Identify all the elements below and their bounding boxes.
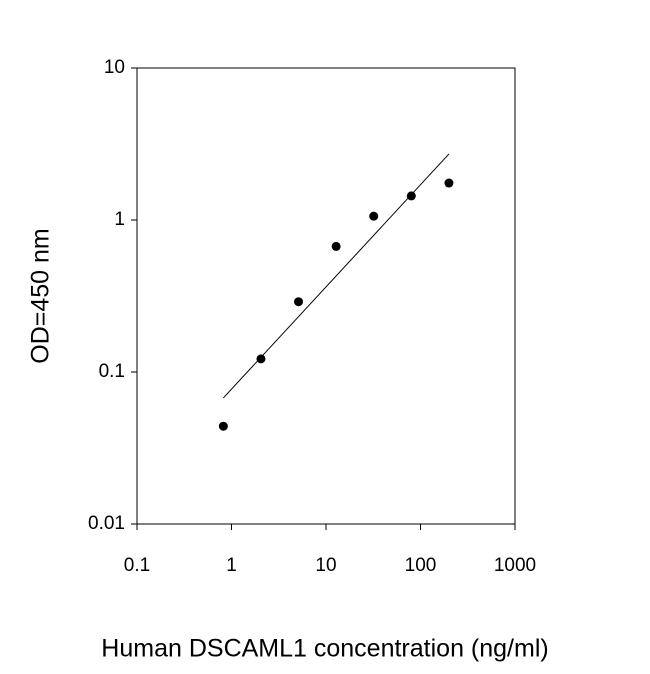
x-tick-label: 1 bbox=[226, 555, 237, 576]
y-axis-label: OD=450 nm bbox=[27, 228, 55, 364]
plot-frame bbox=[136, 67, 516, 525]
data-point bbox=[331, 241, 341, 251]
y-tick-label: 0.01 bbox=[88, 513, 125, 534]
y-tick-label: 10 bbox=[104, 57, 125, 78]
data-point bbox=[218, 421, 228, 431]
y-tick-label: 1 bbox=[114, 209, 125, 230]
x-tick-label: 100 bbox=[405, 555, 437, 576]
x-tick-label: 10 bbox=[315, 555, 336, 576]
data-point bbox=[406, 191, 416, 201]
x-tick-label: 1000 bbox=[494, 555, 536, 576]
data-point bbox=[294, 297, 304, 307]
x-tick-label: 0.1 bbox=[124, 555, 150, 576]
data-point bbox=[256, 354, 266, 364]
fit-line bbox=[222, 153, 450, 399]
data-point bbox=[444, 178, 454, 188]
y-tick-label: 0.1 bbox=[99, 361, 125, 382]
data-point bbox=[369, 211, 379, 221]
x-axis-label: Human DSCAML1 concentration (ng/ml) bbox=[101, 635, 548, 663]
